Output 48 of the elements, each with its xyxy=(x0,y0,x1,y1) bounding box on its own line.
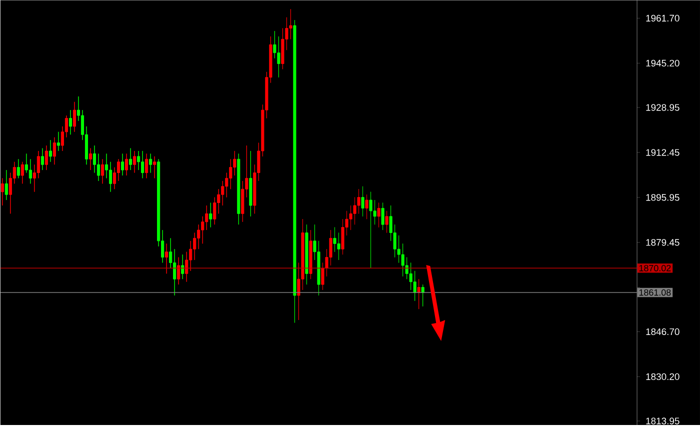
y-tick-label: 1912.45 xyxy=(646,149,680,156)
candlestick xyxy=(4,170,8,200)
candlestick xyxy=(365,194,368,220)
candlestick xyxy=(0,178,4,206)
candlestick xyxy=(385,210,388,234)
candlestick xyxy=(149,154,152,174)
candlestick xyxy=(100,159,104,184)
candlestick xyxy=(40,148,44,170)
candlestick xyxy=(44,145,48,170)
candlestick xyxy=(153,156,156,179)
y-tick-label: 1928.95 xyxy=(646,104,680,111)
y-tick-label: 1895.95 xyxy=(646,194,680,201)
candlestick xyxy=(181,254,184,280)
candlestick xyxy=(125,154,128,176)
candlestick xyxy=(305,224,308,285)
candlestick xyxy=(68,110,72,136)
y-tick-label: 1961.70 xyxy=(646,15,680,22)
candlestick xyxy=(145,154,148,179)
y-tick-label: 1846.70 xyxy=(646,328,680,336)
candlestick xyxy=(309,230,312,280)
ref-line-label: 1861.08 xyxy=(639,289,671,296)
candlestick xyxy=(133,150,136,174)
candlestick xyxy=(381,202,384,230)
candlestick xyxy=(377,202,380,228)
candlestick xyxy=(321,262,324,290)
candlestick xyxy=(120,154,124,176)
candlestick xyxy=(52,137,56,166)
candlestick xyxy=(48,140,52,162)
candlestick xyxy=(237,154,240,225)
candlestick xyxy=(72,102,76,132)
candlestick xyxy=(16,159,20,179)
ref-line-label: 1870.02 xyxy=(639,265,671,272)
candlestick xyxy=(88,148,92,170)
candlestick xyxy=(293,20,296,324)
y-tick-label: 1830.20 xyxy=(646,374,680,380)
candlestick xyxy=(20,162,24,184)
y-tick-label: 1879.45 xyxy=(646,239,680,246)
y-tick-label: 1813.95 xyxy=(646,418,680,425)
candlestick xyxy=(209,202,212,228)
candlestick xyxy=(129,148,132,170)
candlestick xyxy=(361,186,364,217)
y-tick-label: 1945.20 xyxy=(646,60,680,67)
candlestick xyxy=(177,257,180,285)
candlestick xyxy=(56,132,60,152)
candlestick xyxy=(249,150,252,217)
candlestick xyxy=(165,244,168,274)
candlestick xyxy=(369,192,372,269)
candlestick xyxy=(141,150,144,179)
